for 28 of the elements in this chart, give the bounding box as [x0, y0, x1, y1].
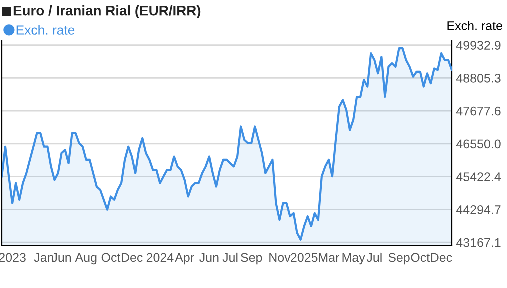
x-tick-label: 2024: [146, 253, 174, 262]
x-tick-label: Jul: [222, 252, 238, 262]
x-tick-label: Aug: [75, 253, 97, 265]
x-tick-label: Jun: [52, 253, 72, 262]
x-tick-label: Jun: [200, 253, 219, 262]
x-tick-label: Apr: [175, 253, 194, 265]
x-tick-label: Sep: [388, 253, 410, 265]
x-tick-label: Jul: [366, 252, 382, 262]
x-tick-label: Nov: [270, 253, 291, 262]
x-tick-label: Sep: [241, 253, 262, 265]
chart-title: Euro / Iranian Rial (EUR/IRR): [14, 6, 201, 18]
x-tick-label: Oct: [102, 253, 121, 262]
y-tick-label: 46550.0: [456, 140, 501, 149]
y-tick-label: 49932.9: [456, 41, 501, 50]
y-tick-label: 44294.7: [456, 206, 501, 214]
x-tick-label: Oct: [411, 253, 430, 262]
x-tick-label: Jan: [34, 253, 54, 262]
y-tick-label: 43167.1: [456, 238, 501, 248]
y-tick-label: 45422.4: [456, 172, 501, 182]
x-tick-label: 2025: [291, 253, 318, 262]
x-tick-label: Dec: [431, 253, 452, 262]
x-tick-label: May: [342, 253, 366, 265]
legend-label: Exch. rate: [16, 25, 75, 35]
y-tick-label: 47677.6: [456, 106, 501, 116]
x-tick-label: Dec: [122, 253, 143, 262]
x-tick-label: Mar: [319, 253, 340, 262]
y-tick-label: 48805.3: [456, 74, 501, 83]
y-axis-title: Exch. rate: [448, 21, 502, 30]
